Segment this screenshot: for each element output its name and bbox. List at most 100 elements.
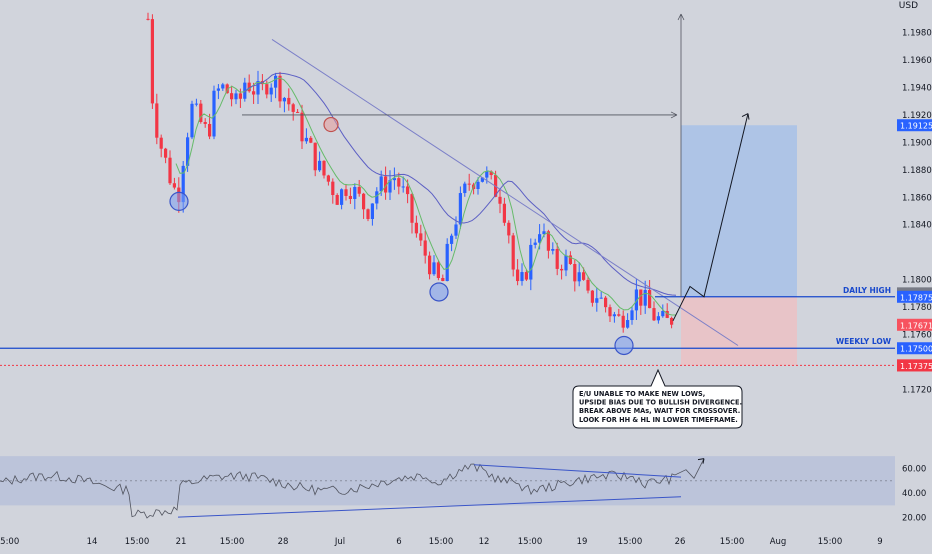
candle-down xyxy=(384,176,388,193)
stop-zone xyxy=(681,296,797,366)
candle-up xyxy=(388,180,392,193)
target-zone xyxy=(681,125,797,297)
candle-down xyxy=(507,222,511,236)
candle-down xyxy=(582,272,586,280)
candle-down xyxy=(357,186,361,194)
candle-up xyxy=(212,90,216,137)
price-tag-label: 1.17500 xyxy=(900,345,932,354)
annotation-text-line: LOOK FOR HH & HL IN LOWER TIMEFRAME. xyxy=(579,416,738,424)
y-tick-label: 1.17600 xyxy=(902,331,932,341)
candle-up xyxy=(520,272,524,282)
x-tick-label: 26 xyxy=(675,537,686,547)
candle-down xyxy=(366,209,370,220)
candle-down xyxy=(247,82,251,92)
candle-down xyxy=(546,231,550,251)
price-tag xyxy=(897,119,932,132)
candle-down xyxy=(199,103,203,123)
x-tick-label: 15:00 xyxy=(0,537,19,547)
x-tick-label: Jul xyxy=(334,537,345,547)
price-tag xyxy=(897,318,932,331)
candle-down xyxy=(502,203,506,223)
candle-up xyxy=(656,316,660,321)
candle-up xyxy=(533,242,537,245)
candle-down xyxy=(397,178,401,187)
candle-up xyxy=(379,176,383,192)
indicator-line xyxy=(0,458,705,519)
candle-down xyxy=(146,18,150,20)
candle-up xyxy=(463,183,467,194)
candle-down xyxy=(168,157,172,184)
candle-up xyxy=(661,310,665,317)
swing-low-circle xyxy=(169,191,189,211)
x-tick-label: 21 xyxy=(176,537,187,547)
candle-up xyxy=(480,177,484,182)
candle-down xyxy=(608,307,612,317)
candle-up xyxy=(595,298,599,303)
candle-up xyxy=(643,290,647,306)
candle-down xyxy=(573,263,577,282)
candle-up xyxy=(243,82,247,99)
candle-down xyxy=(238,93,242,99)
candle-down xyxy=(617,314,621,316)
candle-down xyxy=(414,222,418,234)
candle-down xyxy=(467,183,471,185)
indicator-tick-label: 60.00 xyxy=(902,464,926,474)
candle-down xyxy=(150,19,154,104)
candle-down xyxy=(331,181,335,196)
x-tick-label: 14 xyxy=(87,537,98,547)
candle-down xyxy=(621,315,625,328)
candle-down xyxy=(230,93,234,100)
candle-down xyxy=(670,317,674,325)
vertical-arrow-head xyxy=(677,13,685,21)
candle-up xyxy=(186,137,190,166)
x-tick-label: 19 xyxy=(577,537,588,547)
candle-up xyxy=(445,243,449,281)
candle-down xyxy=(586,279,590,291)
candle-down xyxy=(300,112,304,142)
candle-down xyxy=(406,186,410,195)
candle-up xyxy=(626,320,630,328)
candle-up xyxy=(318,160,322,171)
x-tick-label: 15:00 xyxy=(618,537,643,547)
candle-up xyxy=(458,193,462,225)
y-tick-label: 1.18000 xyxy=(902,276,932,286)
candle-up xyxy=(630,310,634,321)
candle-up xyxy=(234,93,238,100)
candle-up xyxy=(529,244,533,280)
candle-down xyxy=(313,142,317,171)
candle-up xyxy=(353,186,357,199)
x-tick-label: 15:00 xyxy=(518,537,543,547)
candle-up xyxy=(454,224,458,236)
candle-down xyxy=(498,196,502,204)
x-tick-label: 9 xyxy=(877,537,882,547)
candle-down xyxy=(208,123,212,137)
candle-up xyxy=(181,165,185,203)
candle-down xyxy=(555,249,559,269)
candle-down xyxy=(489,171,493,176)
candle-up xyxy=(551,249,555,251)
candle-up xyxy=(340,189,344,205)
candle-down xyxy=(639,289,643,306)
indicator-tick-label: 40.00 xyxy=(902,489,926,499)
x-tick-label: 6 xyxy=(396,537,401,547)
candle-up xyxy=(269,87,273,95)
candle-down xyxy=(511,235,515,270)
price-tag-label: 1.19125 xyxy=(900,122,932,131)
y-tick-label: 1.18600 xyxy=(902,193,932,203)
candle-up xyxy=(282,97,286,102)
price-tag xyxy=(897,342,932,355)
candle-down xyxy=(322,160,326,176)
swing-low-circle xyxy=(429,282,449,302)
candle-up xyxy=(392,178,396,181)
candle-down xyxy=(296,111,300,113)
y-tick-label: 1.19200 xyxy=(902,111,932,121)
candle-up xyxy=(450,235,454,244)
candle-down xyxy=(335,195,339,205)
candle-down xyxy=(604,297,608,308)
candle-up xyxy=(432,262,436,275)
candle-down xyxy=(291,104,295,112)
candle-down xyxy=(225,84,229,94)
ma-fast-line xyxy=(175,77,676,316)
weekly-low-label: WEEKLY LOW xyxy=(836,337,892,346)
